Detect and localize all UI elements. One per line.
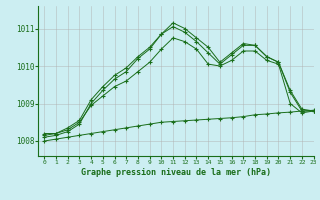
- X-axis label: Graphe pression niveau de la mer (hPa): Graphe pression niveau de la mer (hPa): [81, 168, 271, 177]
